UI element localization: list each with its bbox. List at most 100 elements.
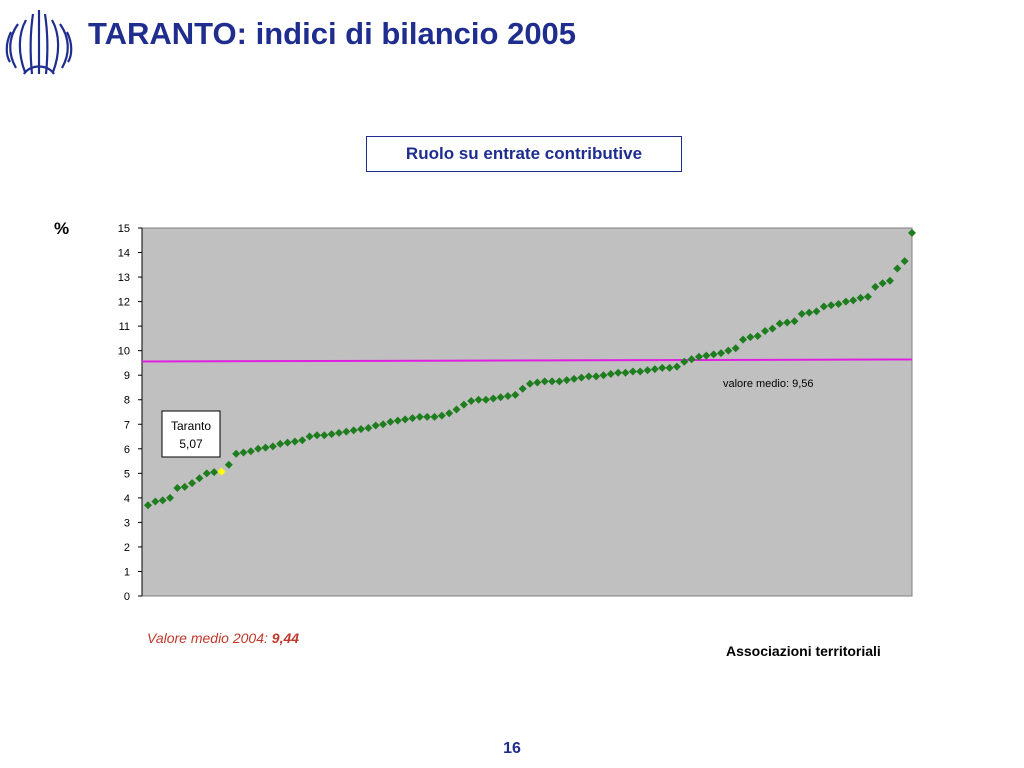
data-point bbox=[144, 501, 152, 510]
data-point bbox=[878, 279, 887, 288]
data-point bbox=[849, 296, 858, 305]
data-point bbox=[202, 469, 211, 478]
data-point bbox=[349, 426, 358, 435]
data-point bbox=[812, 307, 821, 316]
y-tick-label: 11 bbox=[119, 321, 130, 333]
y-tick-label: 8 bbox=[124, 395, 130, 407]
data-point bbox=[151, 497, 160, 506]
data-point bbox=[775, 319, 784, 328]
data-point bbox=[783, 318, 792, 327]
data-point bbox=[672, 362, 681, 371]
data-point bbox=[658, 363, 667, 372]
data-point bbox=[210, 468, 219, 477]
y-tick-label: 14 bbox=[118, 248, 130, 260]
y-tick-label: 10 bbox=[118, 346, 130, 358]
data-point bbox=[386, 417, 395, 426]
data-point bbox=[621, 368, 630, 377]
data-point bbox=[254, 444, 263, 453]
data-point bbox=[342, 427, 351, 436]
y-tick-label: 4 bbox=[124, 493, 130, 505]
data-point bbox=[268, 442, 277, 451]
data-point bbox=[335, 428, 343, 437]
data-point bbox=[562, 376, 571, 385]
y-tick-label: 12 bbox=[118, 297, 130, 309]
data-point bbox=[452, 405, 461, 414]
data-point bbox=[753, 331, 762, 340]
data-point bbox=[694, 352, 703, 361]
page-number: 16 bbox=[503, 740, 521, 757]
highlight-callout-box bbox=[161, 410, 221, 458]
data-point bbox=[180, 482, 189, 491]
data-point bbox=[731, 344, 740, 353]
data-point bbox=[724, 346, 733, 355]
data-point bbox=[746, 333, 755, 342]
data-point bbox=[283, 438, 292, 447]
y-tick-label: 9 bbox=[124, 370, 130, 382]
previous-average-label: Valore medio 2004: bbox=[147, 630, 272, 646]
data-point bbox=[379, 420, 388, 429]
data-point bbox=[364, 423, 373, 432]
x-axis-caption: Associazioni territoriali bbox=[726, 643, 881, 659]
data-point bbox=[871, 282, 880, 291]
data-point bbox=[533, 378, 542, 387]
plot-area bbox=[141, 227, 913, 597]
data-point bbox=[592, 372, 601, 381]
data-point bbox=[276, 439, 285, 448]
data-point bbox=[908, 228, 916, 237]
data-point bbox=[298, 436, 307, 445]
data-point bbox=[790, 317, 799, 326]
y-tick-label: 0 bbox=[124, 591, 130, 603]
data-point bbox=[614, 368, 623, 377]
data-point bbox=[643, 366, 652, 375]
data-point bbox=[827, 301, 836, 310]
data-point bbox=[371, 421, 380, 430]
y-tick-label: 7 bbox=[124, 419, 130, 431]
page-title: TARANTO: indici di bilancio 2005 bbox=[88, 16, 577, 51]
data-point bbox=[856, 293, 865, 302]
data-point bbox=[232, 449, 241, 458]
data-point bbox=[599, 371, 608, 380]
data-point bbox=[246, 447, 255, 456]
data-point bbox=[496, 393, 505, 402]
data-point bbox=[481, 395, 490, 404]
data-point bbox=[423, 412, 432, 421]
data-point bbox=[305, 432, 314, 441]
data-point bbox=[166, 493, 175, 502]
data-point bbox=[768, 324, 777, 333]
data-point bbox=[650, 365, 659, 374]
data-point bbox=[628, 367, 637, 376]
data-point bbox=[797, 309, 806, 318]
logo bbox=[5, 10, 73, 75]
highlight-data-point bbox=[217, 467, 226, 476]
data-point bbox=[158, 496, 167, 505]
data-point bbox=[188, 479, 197, 488]
data-point bbox=[430, 412, 439, 421]
y-tick-label: 3 bbox=[124, 517, 130, 529]
data-point bbox=[665, 363, 674, 372]
data-point bbox=[459, 400, 468, 409]
data-point bbox=[636, 367, 645, 376]
data-point bbox=[239, 448, 248, 457]
data-point bbox=[761, 327, 770, 336]
data-point bbox=[606, 369, 615, 378]
data-point bbox=[408, 414, 417, 423]
previous-average-note: Valore medio 2004: 9,44 bbox=[147, 630, 299, 646]
data-point bbox=[173, 484, 182, 493]
data-point bbox=[555, 377, 564, 386]
y-tick-label: 1 bbox=[124, 566, 130, 578]
data-point bbox=[393, 416, 402, 425]
data-point bbox=[577, 373, 586, 382]
data-point bbox=[445, 409, 454, 418]
data-point bbox=[503, 392, 512, 401]
data-point bbox=[261, 443, 270, 452]
data-point bbox=[680, 357, 689, 366]
data-point bbox=[401, 415, 410, 424]
data-point bbox=[841, 297, 850, 306]
chart-subtitle: Ruolo su entrate contributive bbox=[366, 136, 682, 172]
y-tick-label: 13 bbox=[118, 272, 130, 284]
highlight-callout-name: Taranto bbox=[171, 419, 211, 433]
data-point bbox=[290, 437, 299, 446]
data-point bbox=[357, 425, 366, 434]
average-line-label: valore medio: 9,56 bbox=[723, 378, 814, 390]
